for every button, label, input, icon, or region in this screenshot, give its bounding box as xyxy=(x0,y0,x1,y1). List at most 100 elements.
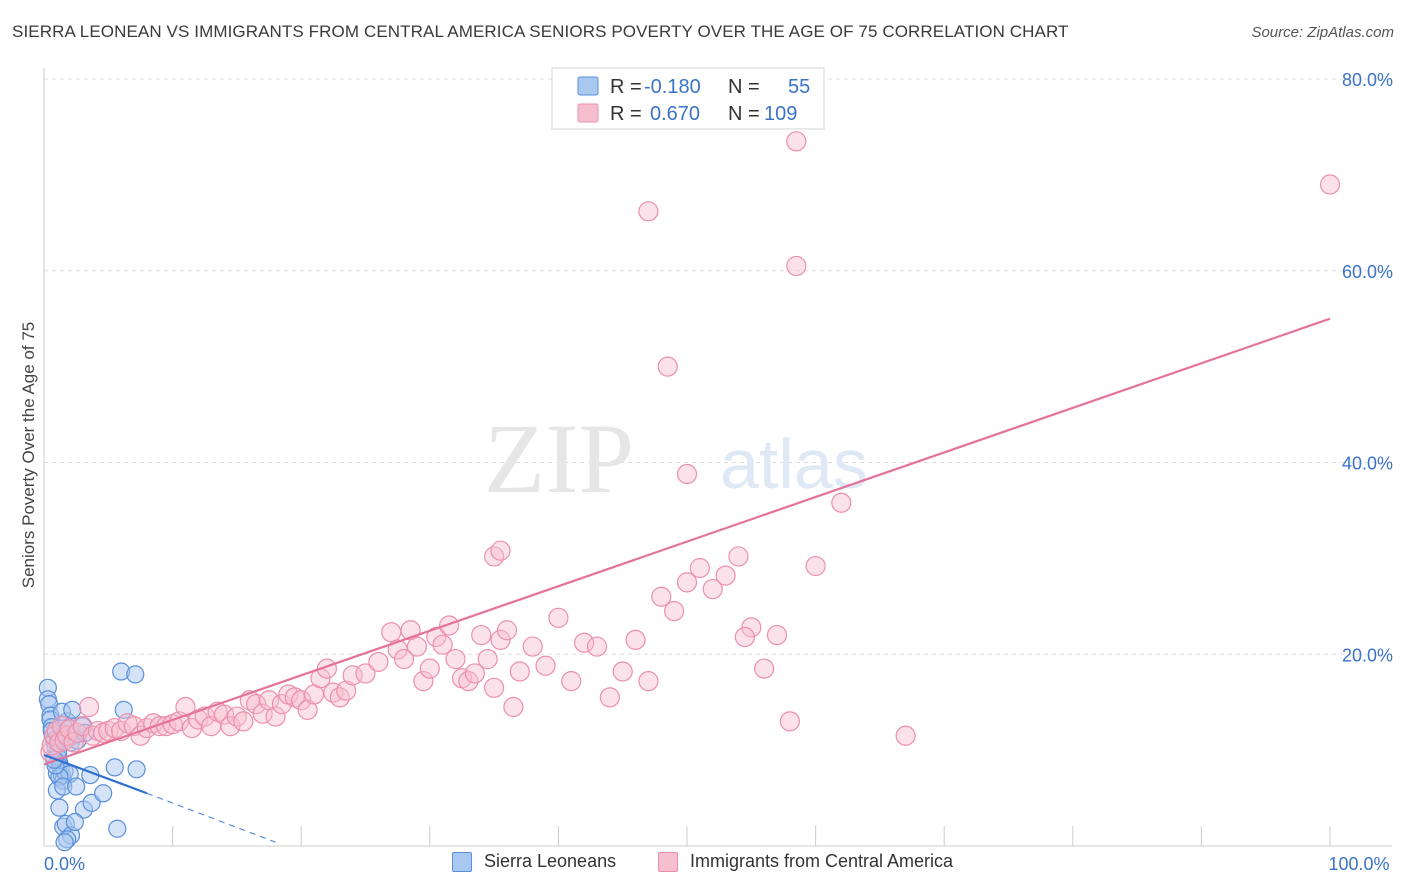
data-point-central-america xyxy=(548,607,569,628)
data-point-central-america xyxy=(651,586,672,607)
data-point-central-america xyxy=(342,665,363,686)
data-point-sierra-leoneans xyxy=(94,784,113,803)
data-point-central-america xyxy=(786,131,807,152)
data-point-central-america xyxy=(496,620,518,641)
y-tick-label: 80.0% xyxy=(1342,70,1393,90)
legend-label-sierra-leoneans: Sierra Leoneans xyxy=(484,851,617,871)
watermark-zip: ZIP xyxy=(484,403,634,514)
data-point-central-america xyxy=(786,255,807,277)
legend-swatch-blue xyxy=(577,76,599,96)
data-point-central-america xyxy=(484,546,505,567)
data-point-central-america xyxy=(715,565,736,586)
data-point-central-america xyxy=(297,699,318,720)
legend-n-value: 55 xyxy=(788,76,810,98)
data-point-central-america xyxy=(503,696,524,718)
data-point-central-america xyxy=(438,615,460,636)
y-tick-label: 40.0% xyxy=(1342,454,1393,474)
series-sierra-leoneans-points xyxy=(38,662,146,852)
data-point-central-america xyxy=(831,492,852,513)
data-point-central-america xyxy=(471,624,492,646)
chart-title: SIERRA LEONEAN VS IMMIGRANTS FROM CENTRA… xyxy=(12,22,1069,41)
watermark: ZIP atlas xyxy=(484,403,868,514)
data-point-central-america xyxy=(413,670,434,692)
data-point-sierra-leoneans xyxy=(50,798,69,817)
series-legend: Sierra Leoneans Immigrants from Central … xyxy=(0,851,1406,879)
trend-line-central-america xyxy=(43,317,1331,766)
data-point-central-america xyxy=(612,661,633,682)
data-point-central-america xyxy=(535,655,556,676)
data-point-central-america xyxy=(213,704,235,725)
legend-swatch-central-america xyxy=(658,851,678,872)
trend-line-sierra-leoneans xyxy=(43,753,148,795)
legend-swatch-pink xyxy=(577,103,599,123)
tick-labels: 20.0% 40.0% 60.0% 80.0% 0.0% 100.0% xyxy=(44,70,1393,874)
data-point-central-america xyxy=(664,601,685,622)
data-point-central-america xyxy=(355,663,376,684)
trend-lines xyxy=(43,317,1331,843)
legend-n-label: N = xyxy=(728,103,760,125)
data-point-sierra-leoneans xyxy=(127,760,146,779)
data-point-central-america xyxy=(657,356,678,377)
data-point-central-america xyxy=(676,463,698,485)
y-axis-label: Seniors Poverty Over the Age of 75 xyxy=(19,322,38,588)
data-point-central-america xyxy=(734,626,755,648)
data-point-sierra-leoneans xyxy=(67,777,86,796)
legend-r-label: R = xyxy=(610,103,642,125)
data-point-central-america xyxy=(676,572,698,593)
data-point-central-america xyxy=(625,629,646,650)
data-point-central-america xyxy=(754,658,775,679)
y-tick-label: 20.0% xyxy=(1342,645,1393,665)
x-tick-label: 0.0% xyxy=(44,854,85,874)
legend-n-value: 109 xyxy=(764,103,797,125)
data-point-central-america xyxy=(638,670,659,692)
correlation-legend: R = -0.180 N = 55 R = 0.670 N = 109 xyxy=(551,67,825,130)
data-point-central-america xyxy=(779,711,800,732)
data-point-central-america xyxy=(381,622,402,643)
data-point-central-america xyxy=(1319,174,1341,195)
legend-r-value: 0.670 xyxy=(650,103,700,125)
data-point-sierra-leoneans xyxy=(63,700,82,719)
data-point-central-america xyxy=(689,557,710,579)
data-point-central-america xyxy=(766,624,788,646)
y-tick-label: 60.0% xyxy=(1342,262,1393,282)
data-point-central-america xyxy=(393,648,415,670)
data-point-central-america xyxy=(561,670,582,692)
data-point-sierra-leoneans xyxy=(55,833,74,852)
data-point-sierra-leoneans xyxy=(126,665,145,684)
data-point-central-america xyxy=(406,636,428,657)
watermark-atlas: atlas xyxy=(720,425,868,503)
data-point-central-america xyxy=(477,648,498,670)
data-point-central-america xyxy=(490,540,511,561)
data-point-central-america xyxy=(233,711,254,732)
trend-line-sierra-leoneans-extension xyxy=(146,792,276,843)
data-point-central-america xyxy=(484,677,505,698)
data-point-sierra-leoneans xyxy=(65,812,84,832)
legend-swatch-sierra-leoneans xyxy=(452,851,472,872)
data-point-central-america xyxy=(599,687,620,708)
data-point-central-america xyxy=(368,651,389,673)
data-point-central-america xyxy=(522,636,543,657)
data-point-central-america xyxy=(509,661,530,682)
series-central-america-points xyxy=(40,131,1341,763)
data-point-central-america xyxy=(252,703,273,724)
legend-r-label: R = xyxy=(610,76,642,98)
data-point-central-america xyxy=(895,725,916,746)
data-point-sierra-leoneans xyxy=(108,819,127,838)
data-point-central-america xyxy=(728,546,749,567)
data-point-central-america xyxy=(464,663,485,684)
data-point-sierra-leoneans xyxy=(105,758,124,777)
data-point-central-america xyxy=(586,636,608,657)
data-point-central-america xyxy=(432,634,453,655)
data-point-central-america xyxy=(805,555,826,577)
legend-label-central-america: Immigrants from Central America xyxy=(690,851,954,871)
data-point-central-america xyxy=(574,632,595,653)
legend-n-label: N = xyxy=(728,76,760,98)
data-point-central-america xyxy=(638,201,659,222)
data-point-central-america xyxy=(445,648,466,670)
data-point-central-america xyxy=(78,696,100,718)
data-point-central-america xyxy=(336,680,357,701)
source-label: Source: ZipAtlas.com xyxy=(1251,24,1394,41)
data-point-central-america xyxy=(149,716,170,737)
x-tick-label: 100.0% xyxy=(1328,854,1389,874)
